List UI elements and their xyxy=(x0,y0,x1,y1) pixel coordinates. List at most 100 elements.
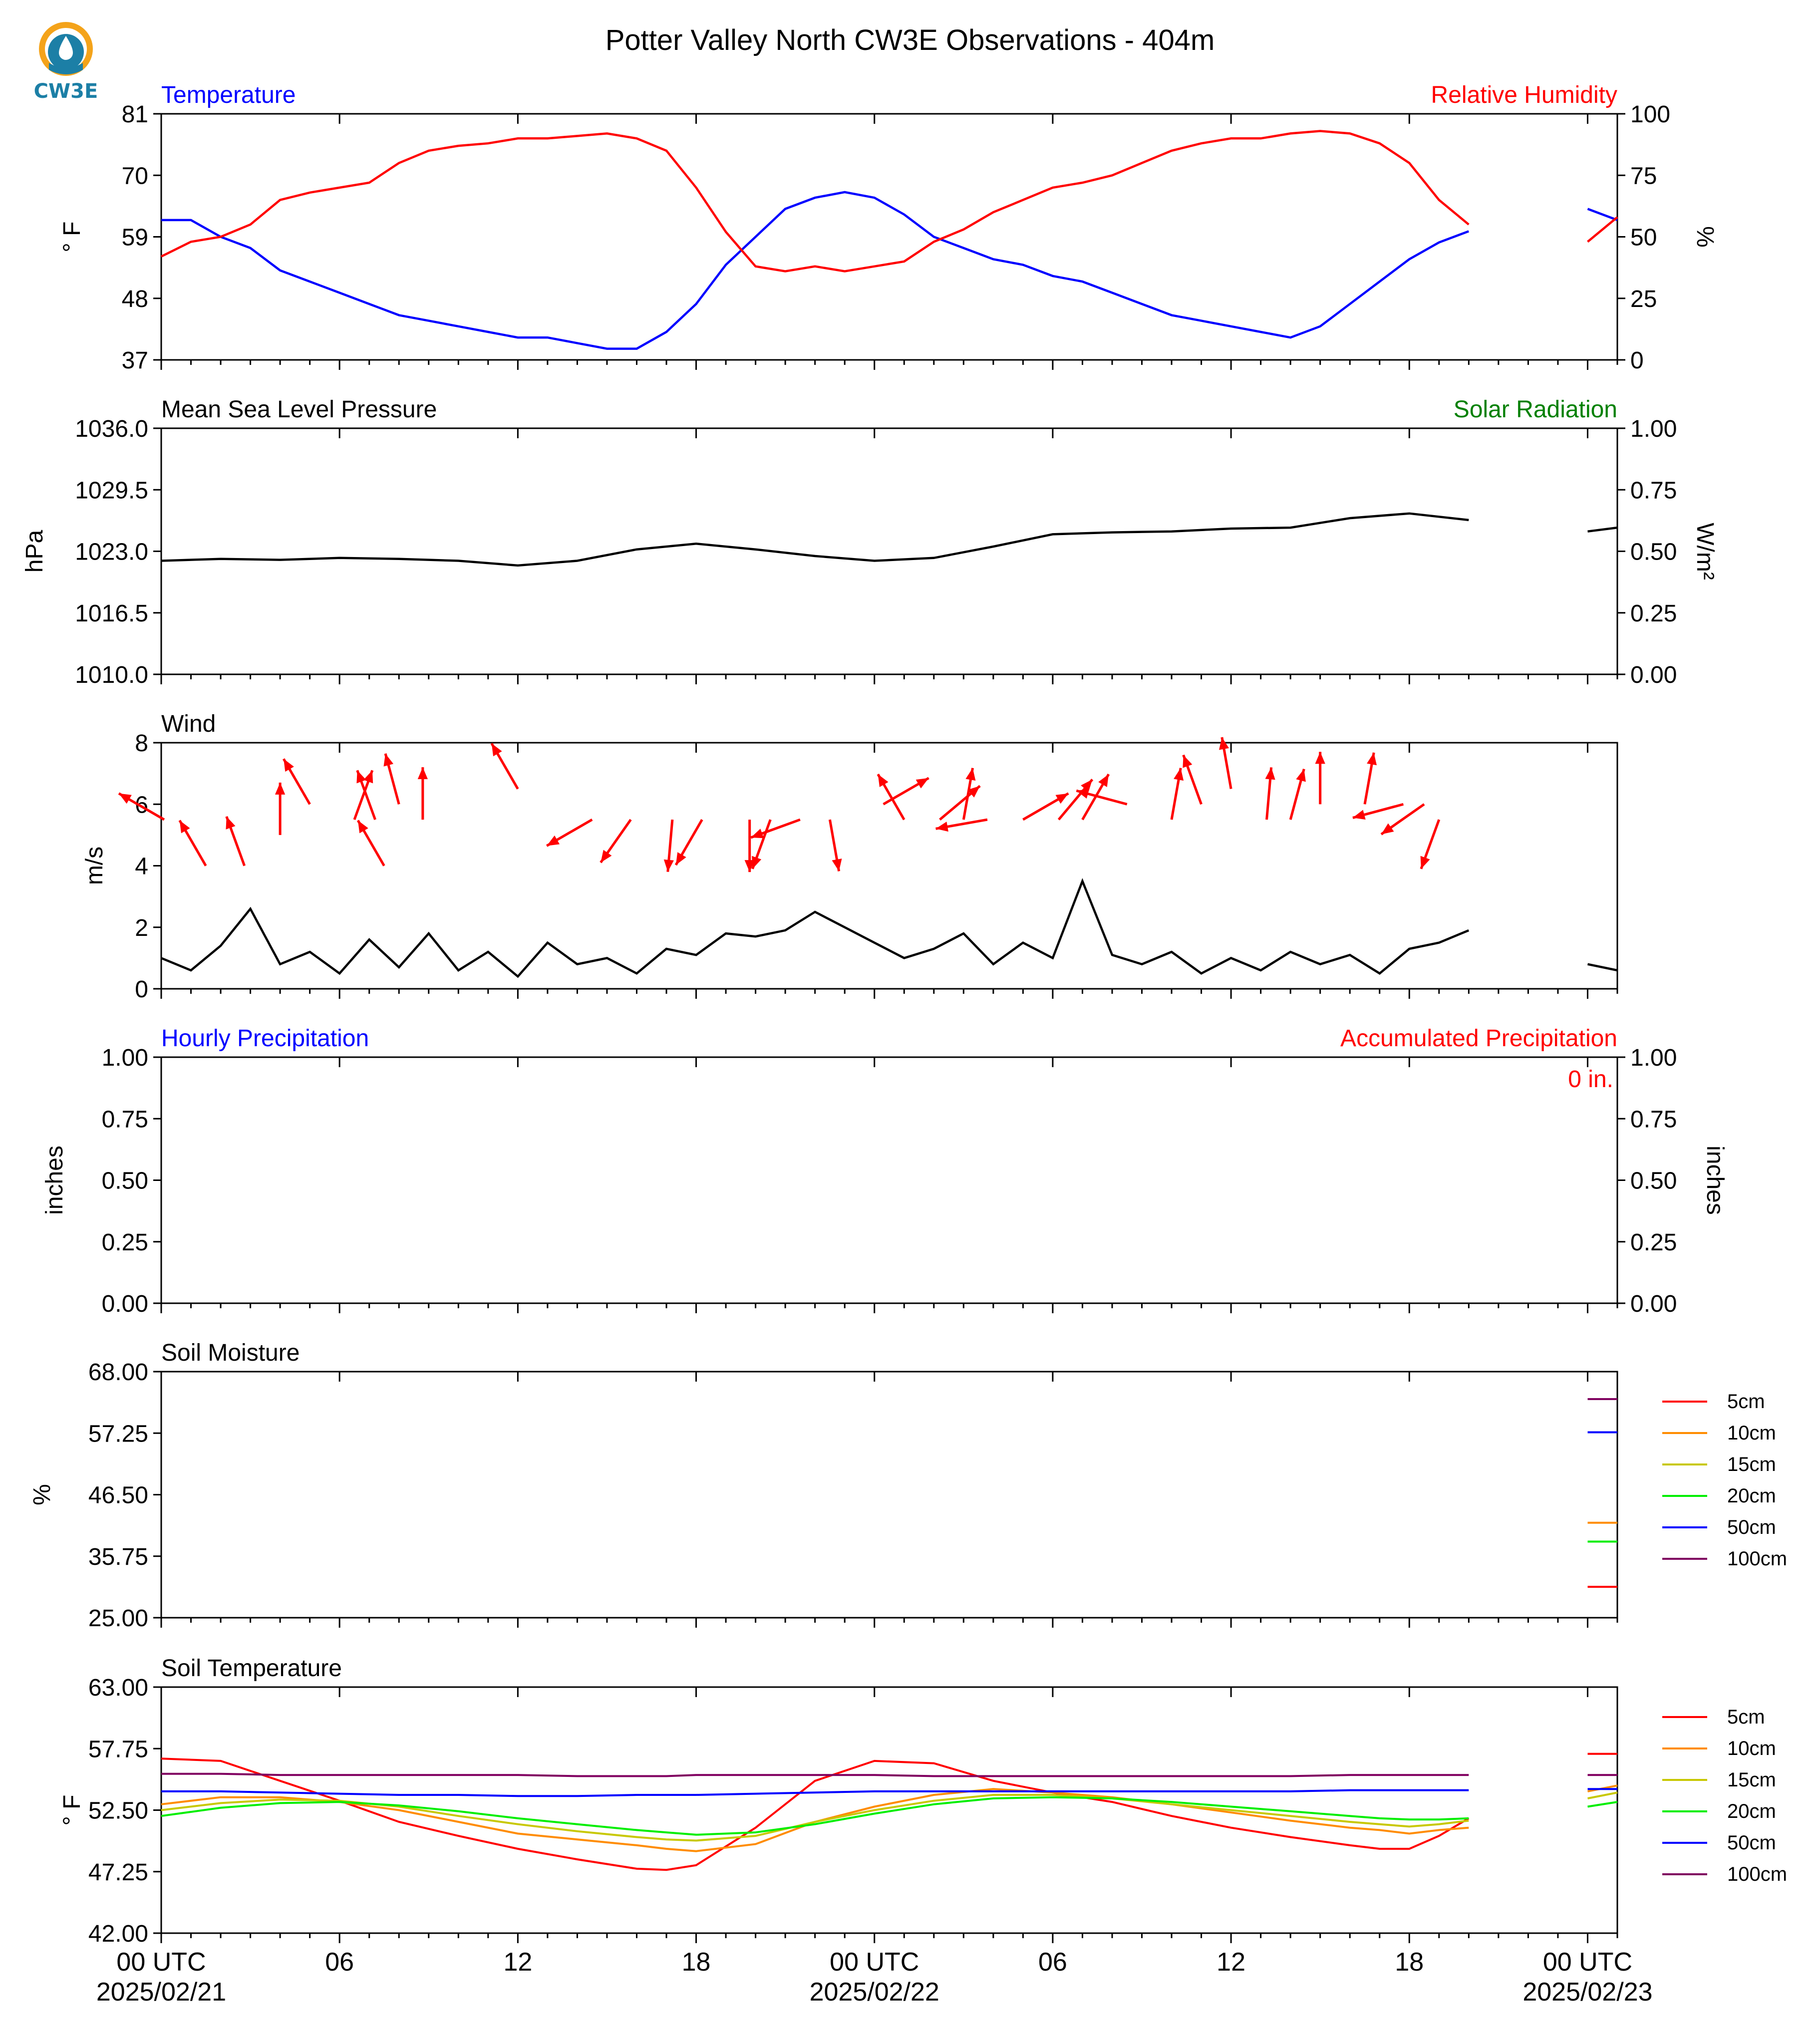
wind-arrow-head xyxy=(1183,755,1193,768)
wind-arrow-head xyxy=(383,753,394,767)
wind-arrow-head xyxy=(119,793,132,804)
figure-title: Potter Valley North CW3E Observations - … xyxy=(606,24,1215,56)
wind-arrow xyxy=(883,777,929,806)
y-axis-label: % xyxy=(29,1484,55,1505)
panel-title-left: Soil Temperature xyxy=(161,1655,342,1682)
panel-0: Temperature Relative Humidity 81 70 59 48 37 10… xyxy=(59,82,1718,374)
wind-arrow xyxy=(939,785,981,821)
wind-arrow-head xyxy=(1265,767,1275,780)
series-line-15cm xyxy=(1587,1791,1618,1799)
y-tick-label-right: 75 xyxy=(1630,163,1657,189)
y-axis-label-right: W/m² xyxy=(1692,523,1718,580)
x-tick-label: 00 UTC xyxy=(116,1948,206,1977)
wind-arrow xyxy=(663,819,674,872)
wind-arrow-head xyxy=(356,770,366,784)
y-tick-label: 35.75 xyxy=(88,1544,148,1570)
series-line-wind-speed xyxy=(1587,963,1618,972)
series-line-50cm xyxy=(161,1789,1469,1797)
y-tick-label: 0.25 xyxy=(102,1229,148,1256)
wind-arrow-head xyxy=(832,859,842,871)
y-tick-label: 42.00 xyxy=(88,1921,148,1947)
y-tick-label: 37 xyxy=(122,347,148,374)
legend-label: 5cm xyxy=(1727,1706,1765,1728)
wind-arrow xyxy=(744,820,755,872)
panel-5: Soil Temperature 63.00 57.75 52.50 47.25 42.0… xyxy=(59,1655,1787,1947)
plot-frame xyxy=(160,113,1618,361)
wind-arrow-head xyxy=(878,774,889,787)
wind-arrow-head xyxy=(417,767,428,780)
series-line-5cm xyxy=(161,1757,1470,1871)
wind-arrow-head xyxy=(491,743,502,757)
series-line-20cm xyxy=(1587,1801,1618,1808)
panel-title-right: Solar Radiation xyxy=(1454,396,1617,423)
legend: 5cm 10cm 15cm 20cm 50cm 100cm xyxy=(1662,1706,1787,1885)
wind-arrow xyxy=(962,768,976,820)
wind-arrow xyxy=(1265,767,1275,820)
wind-arrow xyxy=(828,819,842,871)
y-axis-label: ° F xyxy=(59,1795,85,1826)
x-tick-label: 18 xyxy=(1395,1948,1424,1977)
wind-arrow xyxy=(751,819,772,869)
wind-arrow xyxy=(1022,792,1069,821)
wind-arrow xyxy=(417,767,428,820)
wind-arrow xyxy=(1380,803,1425,836)
series-line-mean-sea-level-pressure xyxy=(161,512,1469,567)
wind-arrow-head xyxy=(1076,789,1090,799)
x-tick-label: 12 xyxy=(1216,1948,1245,1977)
wind-arrow-head xyxy=(284,759,294,772)
y-tick-label-right: 1.00 xyxy=(1630,1045,1677,1071)
wind-arrow-head xyxy=(752,856,762,869)
wind-arrow-head xyxy=(965,768,976,781)
wind-arrow xyxy=(1182,754,1203,805)
legend-label: 100cm xyxy=(1727,1548,1787,1570)
x-tick-label: 06 xyxy=(325,1948,354,1977)
logo-icon: CW3E xyxy=(34,22,98,103)
wind-arrow xyxy=(750,818,801,839)
wind-arrow-head xyxy=(226,816,236,830)
y-tick-label-right: 0.25 xyxy=(1630,1229,1677,1256)
wind-arrow xyxy=(275,782,286,835)
plot-frame xyxy=(160,1056,1618,1304)
y-tick-label-right: 0.75 xyxy=(1630,1106,1677,1133)
x-tick-label: 12 xyxy=(503,1948,532,1977)
panel-1: Mean Sea Level Pressure Solar Radiation 10… xyxy=(21,396,1718,688)
legend-label: 20cm xyxy=(1727,1485,1776,1507)
wind-arrow-head xyxy=(1296,769,1306,782)
y-tick-label: 70 xyxy=(122,163,148,189)
wind-arrow-head xyxy=(1381,823,1394,835)
y-tick-label: 1010.0 xyxy=(75,662,148,688)
y-tick-label: 0.50 xyxy=(102,1168,148,1194)
wind-arrow-head xyxy=(663,859,674,872)
legend-label: 20cm xyxy=(1727,1800,1776,1822)
panel-title-right: Accumulated Precipitation xyxy=(1340,1025,1617,1052)
y-tick-label-right: 0.00 xyxy=(1630,662,1677,688)
legend: 5cm 10cm 15cm 20cm 50cm 100cm xyxy=(1662,1391,1787,1570)
x-date-label: 2025/02/22 xyxy=(810,1978,939,2007)
wind-arrow-head xyxy=(601,850,612,863)
wind-arrow xyxy=(225,816,246,867)
y-tick-label: 57.25 xyxy=(88,1421,148,1447)
x-axis: 00 UTC 06 12 18 00 UTC 06 12 18 00 UTC2025/02/21… xyxy=(96,1948,1653,2007)
wind-arrow xyxy=(935,818,988,832)
y-tick-label-right: 0.50 xyxy=(1630,1168,1677,1194)
wind-arrow-head xyxy=(751,829,764,839)
wind-arrow-head xyxy=(357,820,368,834)
series-line-20cm xyxy=(161,1796,1469,1836)
y-tick-label-right: 100 xyxy=(1630,101,1670,128)
x-tick-label: 18 xyxy=(682,1948,711,1977)
wind-arrow xyxy=(118,792,165,821)
y-axis-label-right: inches xyxy=(1702,1146,1728,1215)
y-axis-label: m/s xyxy=(81,847,108,885)
y-tick-label: 59 xyxy=(122,225,148,251)
y-tick-label: 46.50 xyxy=(88,1482,148,1509)
y-axis-label: ° F xyxy=(59,222,85,253)
wind-arrow xyxy=(1170,768,1184,820)
x-date-label: 2025/02/23 xyxy=(1522,1978,1652,2007)
y-tick-label-right: 1.00 xyxy=(1630,416,1677,442)
panel-title-left: Soil Moisture xyxy=(161,1340,300,1366)
panel-3: Hourly Precipitation Accumulated Precipit… xyxy=(41,1025,1728,1317)
wind-arrow-head xyxy=(547,835,560,846)
panel-title-left: Mean Sea Level Pressure xyxy=(161,396,437,423)
